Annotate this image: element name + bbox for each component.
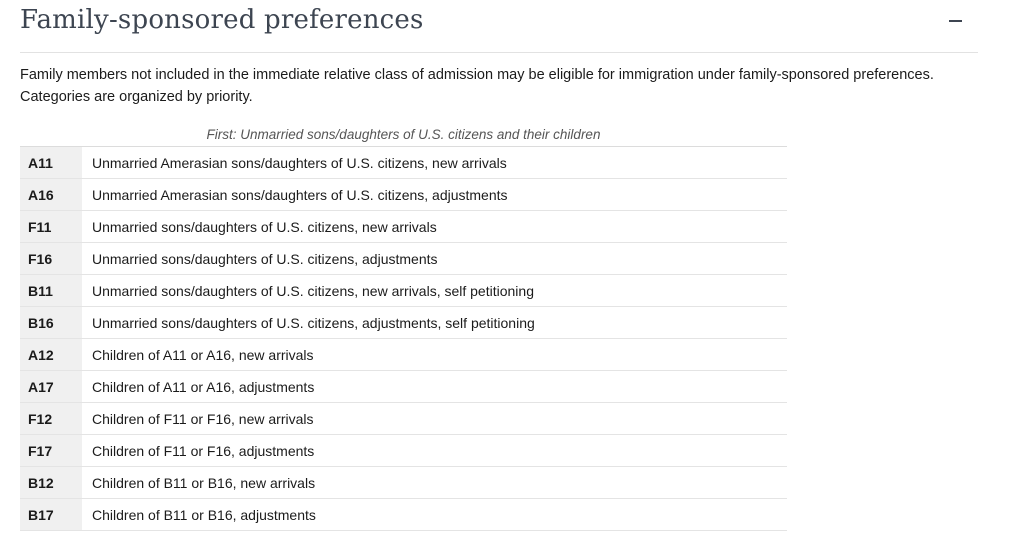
code-cell: F12 [20,402,82,435]
table-row: B16 Unmarried sons/daughters of U.S. cit… [20,306,787,339]
description-cell: Unmarried sons/daughters of U.S. citizen… [82,306,787,339]
code-cell: A17 [20,370,82,403]
table-row: F12 Children of F11 or F16, new arrivals [20,402,787,435]
description-cell: Children of B11 or B16, new arrivals [82,466,787,499]
code-cell: A11 [20,147,82,179]
table-row: A17 Children of A11 or A16, adjustments [20,370,787,403]
table-row: F11 Unmarried sons/daughters of U.S. cit… [20,210,787,243]
codes-table: First: Unmarried sons/daughters of U.S. … [20,124,787,531]
minus-icon [948,20,962,22]
table-row: B12 Children of B11 or B16, new arrivals [20,466,787,499]
table-caption: First: Unmarried sons/daughters of U.S. … [20,124,787,147]
section-header: Family-sponsored preferences [20,0,978,53]
description-cell: Children of F11 or F16, adjustments [82,434,787,467]
code-cell: F17 [20,434,82,467]
description-cell: Children of A11 or A16, new arrivals [82,338,787,371]
table-row: A12 Children of A11 or A16, new arrivals [20,338,787,371]
table-row: A11 Unmarried Amerasian sons/daughters o… [20,147,787,179]
table-row: F17 Children of F11 or F16, adjustments [20,434,787,467]
table-row: B17 Children of B11 or B16, adjustments [20,498,787,531]
collapse-toggle-button[interactable] [944,6,966,36]
description-cell: Children of A11 or A16, adjustments [82,370,787,403]
code-cell: B17 [20,498,82,531]
code-cell: B12 [20,466,82,499]
code-cell: A16 [20,178,82,211]
code-cell: A12 [20,338,82,371]
intro-paragraph: Family members not included in the immed… [20,67,934,105]
description-cell: Children of F11 or F16, new arrivals [82,402,787,435]
code-cell: B11 [20,274,82,307]
code-cell: F11 [20,210,82,243]
description-cell: Unmarried sons/daughters of U.S. citizen… [82,210,787,243]
table-row: F16 Unmarried sons/daughters of U.S. cit… [20,242,787,275]
description-cell: Unmarried sons/daughters of U.S. citizen… [82,242,787,275]
description-cell: Unmarried Amerasian sons/daughters of U.… [82,147,787,179]
table-row: A16 Unmarried Amerasian sons/daughters o… [20,178,787,211]
section-title: Family-sponsored preferences [20,5,424,35]
table-row: B11 Unmarried sons/daughters of U.S. cit… [20,274,787,307]
codes-table-body: A11 Unmarried Amerasian sons/daughters o… [20,147,787,531]
code-cell: F16 [20,242,82,275]
code-cell: B16 [20,306,82,339]
description-cell: Children of B11 or B16, adjustments [82,498,787,531]
description-cell: Unmarried sons/daughters of U.S. citizen… [82,274,787,307]
description-cell: Unmarried Amerasian sons/daughters of U.… [82,178,787,211]
